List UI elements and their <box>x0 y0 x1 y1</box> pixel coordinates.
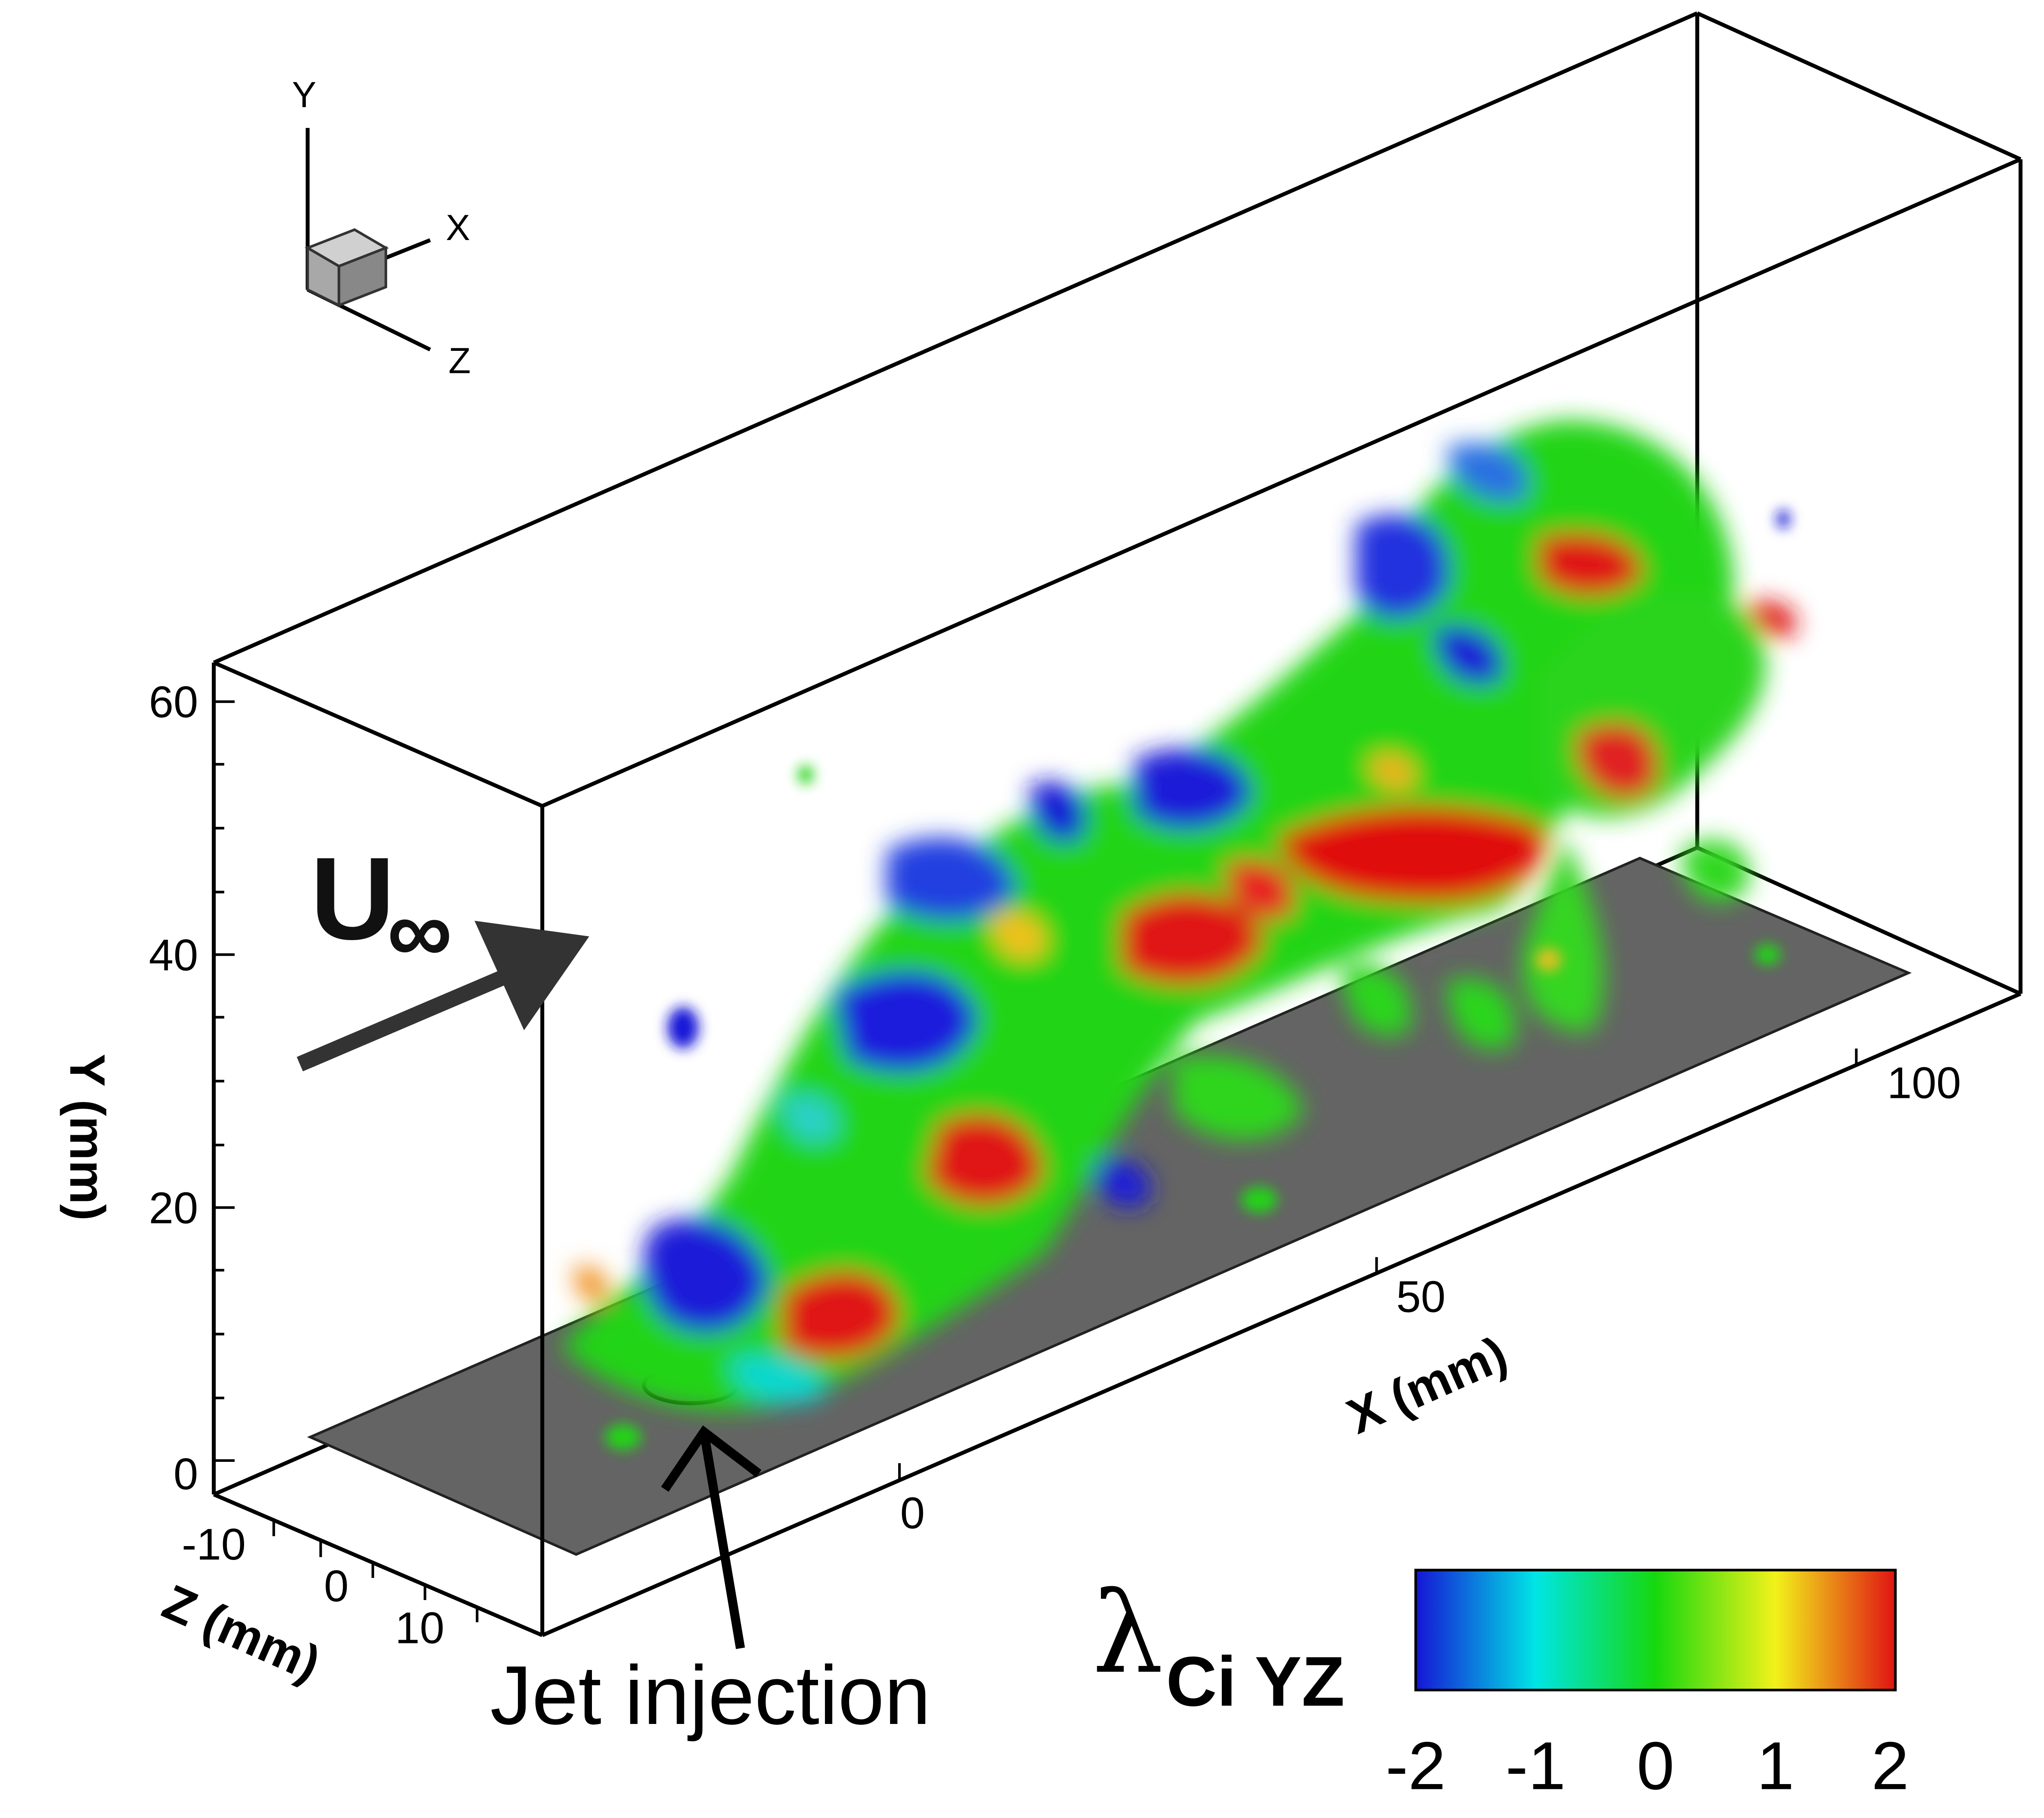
colorbar-tick-minus2: -2 <box>1385 1728 1446 1804</box>
z-tick-minus10: -10 <box>182 1519 246 1569</box>
triad-z-label: Z <box>448 340 471 381</box>
vortex-isosurfaces <box>560 420 1797 1411</box>
colorbar-tick-minus1: -1 <box>1506 1728 1566 1804</box>
x-tick-100: 100 <box>1887 1058 1961 1107</box>
domain-box-front <box>212 157 2023 1637</box>
y-tick-0: 0 <box>173 1449 198 1499</box>
colorbar-tick-0: 0 <box>1637 1728 1674 1804</box>
y-axis-ticks <box>213 700 235 1462</box>
freestream-label: U∞ <box>310 833 452 982</box>
triad-x-label: X <box>446 207 471 248</box>
x-tick-0: 0 <box>900 1488 925 1538</box>
x-axis-label: X (mm) <box>1339 1325 1515 1444</box>
z-axis-label: Z (mm) <box>155 1573 328 1691</box>
jet-injection-arrow <box>661 1425 762 1649</box>
colorbar-label: λ Ci YZ <box>1092 1567 1345 1721</box>
z-axis-ticks <box>272 1520 479 1623</box>
x-axis-ticks <box>898 1048 1858 1480</box>
y-tick-40: 40 <box>149 930 198 980</box>
colorbar-tick-1: 1 <box>1757 1728 1794 1804</box>
colorbar <box>1414 1569 1897 1692</box>
x-tick-50: 50 <box>1396 1272 1446 1321</box>
z-tick-0: 0 <box>324 1561 349 1611</box>
y-tick-60: 60 <box>149 677 198 727</box>
freestream-arrow <box>296 920 589 1072</box>
triad-y-label: Y <box>292 74 316 115</box>
colorbar-tick-2: 2 <box>1871 1728 1909 1804</box>
y-axis-label: Y (mm) <box>60 1054 115 1221</box>
small-vortex-fragments <box>605 510 1790 1450</box>
orientation-triad <box>305 128 431 352</box>
y-tick-20: 20 <box>149 1183 198 1232</box>
z-tick-10: 10 <box>395 1603 444 1652</box>
jet-injection-label: Jet injection <box>490 1649 931 1742</box>
